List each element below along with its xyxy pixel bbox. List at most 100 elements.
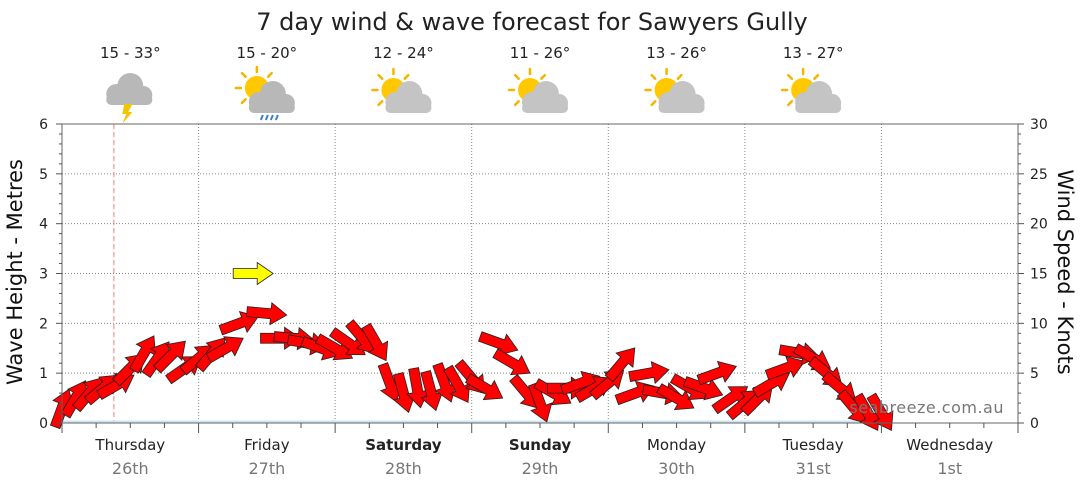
date-label: 31st [796, 459, 831, 478]
wind-arrow-shape [478, 331, 519, 356]
cloud-part [522, 102, 568, 113]
date-label: 28th [385, 459, 422, 478]
sun-ray [377, 73, 384, 80]
partly-cloudy-icon [644, 67, 705, 113]
cloud-icon [522, 81, 568, 113]
wind-arrow [492, 348, 531, 376]
cloud-icon [795, 81, 842, 113]
wind-arrow [764, 355, 806, 381]
day-label: Monday [647, 436, 706, 454]
cloud-icon [106, 73, 153, 105]
wind-arrow [852, 392, 880, 431]
sun-ray [513, 100, 520, 107]
wind-arrow [465, 373, 504, 401]
chart-title: 7 day wind & wave forecast for Sawyers G… [256, 8, 808, 36]
wind-arrow-series [49, 261, 894, 431]
wind-arrow-shape [246, 301, 288, 326]
day-label: Sunday [509, 436, 572, 454]
y2-tick-label: 25 [1030, 167, 1048, 183]
y-tick-label: 0 [39, 416, 48, 432]
cloud-part [385, 102, 432, 113]
wind-arrow-shape [153, 340, 186, 374]
sun-ray [540, 73, 547, 80]
wind-arrow [604, 347, 636, 383]
wind-arrow-shape [852, 392, 880, 431]
sun-ray [650, 100, 657, 107]
temperature-range: 13 - 26° [646, 44, 707, 62]
sun-ray [240, 98, 247, 105]
sun-ray [787, 100, 794, 107]
wind-arrow-shape [465, 373, 504, 401]
day-label: Thursday [94, 436, 165, 454]
date-label: 27th [248, 459, 285, 478]
temperature-range: 12 - 24° [373, 44, 434, 62]
partly-cloudy-icon [780, 67, 842, 113]
weather-icons [106, 65, 842, 124]
y-tick-label: 3 [39, 267, 48, 283]
wind-arrow [314, 333, 354, 361]
y-tick-label: 2 [39, 316, 48, 332]
wind-arrow [682, 376, 724, 401]
day-label: Friday [244, 436, 290, 454]
wind-arrow-shape [314, 333, 354, 361]
sun-ray [813, 73, 820, 80]
wind-arrow-shape [527, 382, 553, 423]
day-label: Wednesday [906, 436, 993, 454]
day-axis: Thursday 26th Friday 27th Saturday 28th Sunday… [61, 423, 1019, 478]
wind-arrow-shape [443, 364, 471, 404]
cloud-icon [658, 81, 705, 113]
date-label: 26th [112, 459, 149, 478]
date-label: 30th [658, 459, 695, 478]
wind-arrow [478, 331, 519, 356]
raindrop-icon [269, 114, 274, 121]
wind-arrow-shape [764, 355, 806, 381]
wind-arrow [205, 336, 244, 364]
wind-speed-axis: 0 5 10 15 20 25 30 [1018, 117, 1048, 432]
sun-ray [240, 71, 247, 78]
wind-arrow [628, 360, 670, 385]
y-tick-label: 6 [39, 117, 48, 133]
sun-ray [513, 73, 520, 80]
y2-tick-label: 15 [1030, 267, 1048, 283]
wind-arrow [361, 322, 389, 362]
wind-arrow [420, 370, 444, 412]
wind-arrow [153, 340, 186, 374]
y-tick-label: 4 [39, 217, 48, 233]
y-tick-label: 1 [39, 366, 48, 382]
wind-arrow [866, 392, 894, 431]
wind-arrow-shape [492, 348, 531, 376]
sun-ray [266, 71, 273, 78]
raindrop-icon [259, 114, 264, 121]
branding-watermark: seabreeze.com.au [849, 398, 1004, 417]
wind-arrow-shape [604, 347, 636, 383]
y-axis-title: Wave Height - Metres [3, 159, 27, 385]
wind-arrow-shape [696, 360, 738, 386]
wind-arrow-shape [682, 376, 724, 401]
temperature-range: 15 - 33° [100, 44, 161, 62]
wind-arrow-shape [129, 335, 156, 374]
wave-height-axis: 0 1 2 3 4 5 6 [39, 117, 62, 432]
raindrop-icon [264, 114, 269, 121]
wind-arrow [232, 261, 274, 286]
y2-axis-title: Wind Speed - Knots [1053, 169, 1077, 374]
cloud-part [658, 102, 705, 113]
wave-area [62, 420, 882, 423]
cloud-part [795, 102, 842, 113]
temperature-range: 11 - 26° [510, 44, 571, 62]
sun-ray [403, 73, 410, 80]
y2-tick-label: 5 [1030, 366, 1039, 382]
wind-arrow [129, 335, 156, 374]
cloud-icon [385, 81, 432, 113]
wind-arrow [328, 327, 366, 356]
wind-arrow [246, 301, 288, 326]
y2-tick-label: 30 [1030, 117, 1048, 133]
wind-arrow [432, 362, 457, 403]
sun-ray [787, 73, 794, 80]
cloud-icon [248, 81, 295, 113]
wind-arrow-shape [432, 362, 457, 403]
raindrop-icon [274, 114, 279, 121]
temperature-range: 15 - 20° [237, 44, 298, 62]
wind-arrow [218, 311, 260, 336]
y2-tick-label: 20 [1030, 217, 1048, 233]
